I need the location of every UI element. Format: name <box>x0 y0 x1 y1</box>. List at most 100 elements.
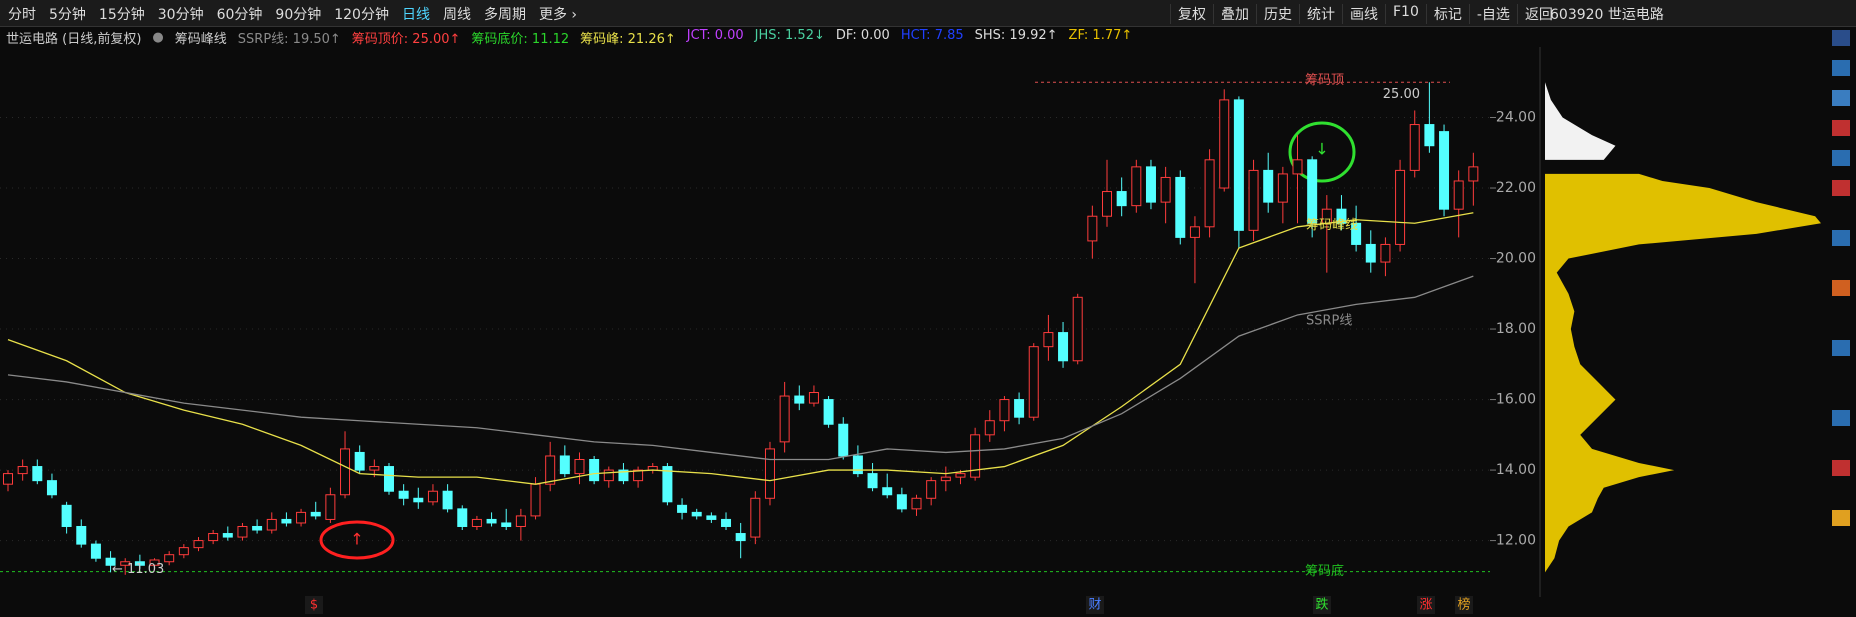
candle-body <box>1219 99 1230 189</box>
indicator-value: ZF: 1.77↑ <box>1068 27 1133 43</box>
candle-body <box>266 518 277 531</box>
candle-body <box>1160 176 1171 203</box>
tool-button[interactable]: -自选 <box>1468 4 1517 24</box>
period-tab[interactable]: 30分钟 <box>157 7 204 23</box>
indicator-value: JHS: 1.52↓ <box>754 27 825 43</box>
candle-body <box>1395 169 1406 245</box>
candle-body <box>222 533 233 538</box>
indicator-values: SSRP线: 19.50↑ 筹码顶价: 25.00↑ 筹码底价: 11.12 筹码峰:… <box>238 28 1133 47</box>
event-box <box>1417 596 1435 614</box>
tool-button[interactable]: 历史 <box>1256 4 1299 24</box>
candle-body <box>1233 99 1244 231</box>
chip-gold <box>1545 173 1821 573</box>
period-tab[interactable]: 90分钟 <box>275 7 322 23</box>
candle-body <box>1439 131 1450 210</box>
candle-body <box>61 504 72 527</box>
candle-body <box>17 466 28 475</box>
candle-body <box>486 518 497 524</box>
y-tick-label: 18.00 <box>1496 321 1536 337</box>
down-arrow: ↓ <box>1315 140 1328 159</box>
candle-body <box>252 525 263 531</box>
candle-body <box>281 518 292 524</box>
event-marker: 涨 <box>1419 598 1432 613</box>
candle-body <box>105 557 116 566</box>
tool-buttons: 复权 叠加 历史 统计 画线 F10 标记 -自选 返回 <box>1170 4 1560 24</box>
event-box <box>305 596 323 614</box>
period-tab[interactable]: 多周期 <box>483 7 526 23</box>
candle-body <box>1248 169 1259 231</box>
tool-button[interactable]: 返回 <box>1516 4 1560 24</box>
candle-body <box>545 455 556 485</box>
candle-body <box>589 459 600 482</box>
candle-body <box>823 399 834 425</box>
candle-body <box>1145 166 1156 203</box>
candle-body <box>427 490 438 503</box>
candle-body <box>970 434 981 478</box>
candle-body <box>1307 159 1318 224</box>
candle-body <box>1058 332 1069 362</box>
candle-body <box>1072 296 1083 362</box>
period-tab[interactable]: 5分钟 <box>49 7 86 23</box>
period-tab[interactable]: 120分钟 <box>334 7 389 23</box>
tool-button[interactable]: 标记 <box>1425 4 1469 24</box>
candle-body <box>721 518 732 527</box>
tool-button[interactable]: 复权 <box>1170 4 1213 24</box>
indicator-name: 筹码峰线 <box>174 31 227 47</box>
indicator-value: JCT: 0.00 <box>686 27 744 43</box>
period-tab[interactable]: 分时 <box>8 7 36 23</box>
candle-body <box>896 494 907 510</box>
info-bar: 世运电路 (日线,前复权) ● 筹码峰线 SSRP线: 19.50↑ 筹码顶价: … <box>0 27 1806 47</box>
candle-body <box>559 455 570 475</box>
candle-body <box>354 451 365 471</box>
candle-body <box>1424 124 1435 147</box>
candle-body <box>3 473 13 485</box>
high-label: 25.00 <box>1383 87 1420 102</box>
candle-body <box>735 533 746 542</box>
candle-body <box>926 480 937 499</box>
candle-body <box>310 511 321 517</box>
candle-body <box>413 497 424 503</box>
candle-body <box>1336 208 1347 224</box>
candle-body <box>867 473 878 489</box>
toolbar: 分时 5分钟 15分钟 30分钟 60分钟 90分钟 120分钟 日线 周线 多周期 更多 › 复权… <box>0 0 1856 27</box>
candle-body <box>955 473 966 478</box>
candle-body <box>164 554 175 563</box>
candle-body <box>398 490 409 499</box>
indicator-value: DF: 0.00 <box>835 27 890 43</box>
up-arrow: ↑ <box>350 530 363 549</box>
tool-button[interactable]: 叠加 <box>1213 4 1256 24</box>
candle-body <box>691 511 702 517</box>
tool-button[interactable]: F10 <box>1385 4 1426 24</box>
candle-body <box>838 423 849 457</box>
candle-body <box>984 420 995 436</box>
candle-body <box>794 395 805 404</box>
tool-button[interactable]: 统计 <box>1299 4 1342 24</box>
candle-body <box>603 469 614 482</box>
tool-button[interactable]: 画线 <box>1342 4 1385 24</box>
chip-white <box>1545 82 1616 160</box>
y-tick-label: 14.00 <box>1496 462 1536 478</box>
period-tab[interactable]: 15分钟 <box>98 7 145 23</box>
candle-body <box>1131 166 1142 207</box>
indicator-value: SHS: 19.92↑ <box>974 27 1058 43</box>
candle-body <box>940 476 951 482</box>
indicator-value: 筹码顶价: 25.00↑ <box>351 31 461 47</box>
candle-body <box>574 459 585 475</box>
candle-body <box>369 466 380 471</box>
y-tick-label: 12.00 <box>1496 533 1536 549</box>
candle-body <box>779 395 790 443</box>
period-tab[interactable]: 更多 › <box>538 7 578 23</box>
period-tab[interactable]: 周线 <box>442 7 471 23</box>
candle-body <box>633 469 644 482</box>
candle-body <box>1380 243 1391 263</box>
candle-body <box>706 515 717 520</box>
candle-body <box>442 490 453 510</box>
candle-body <box>90 543 101 559</box>
period-tab[interactable]: 60分钟 <box>216 7 263 23</box>
chip-top-label: 筹码顶 <box>1305 72 1344 88</box>
candle-body <box>1087 215 1098 242</box>
candle-body <box>1204 159 1215 228</box>
period-tab[interactable]: 日线 <box>401 7 430 23</box>
candle-body <box>457 508 468 527</box>
event-marker: 财 <box>1088 598 1101 613</box>
